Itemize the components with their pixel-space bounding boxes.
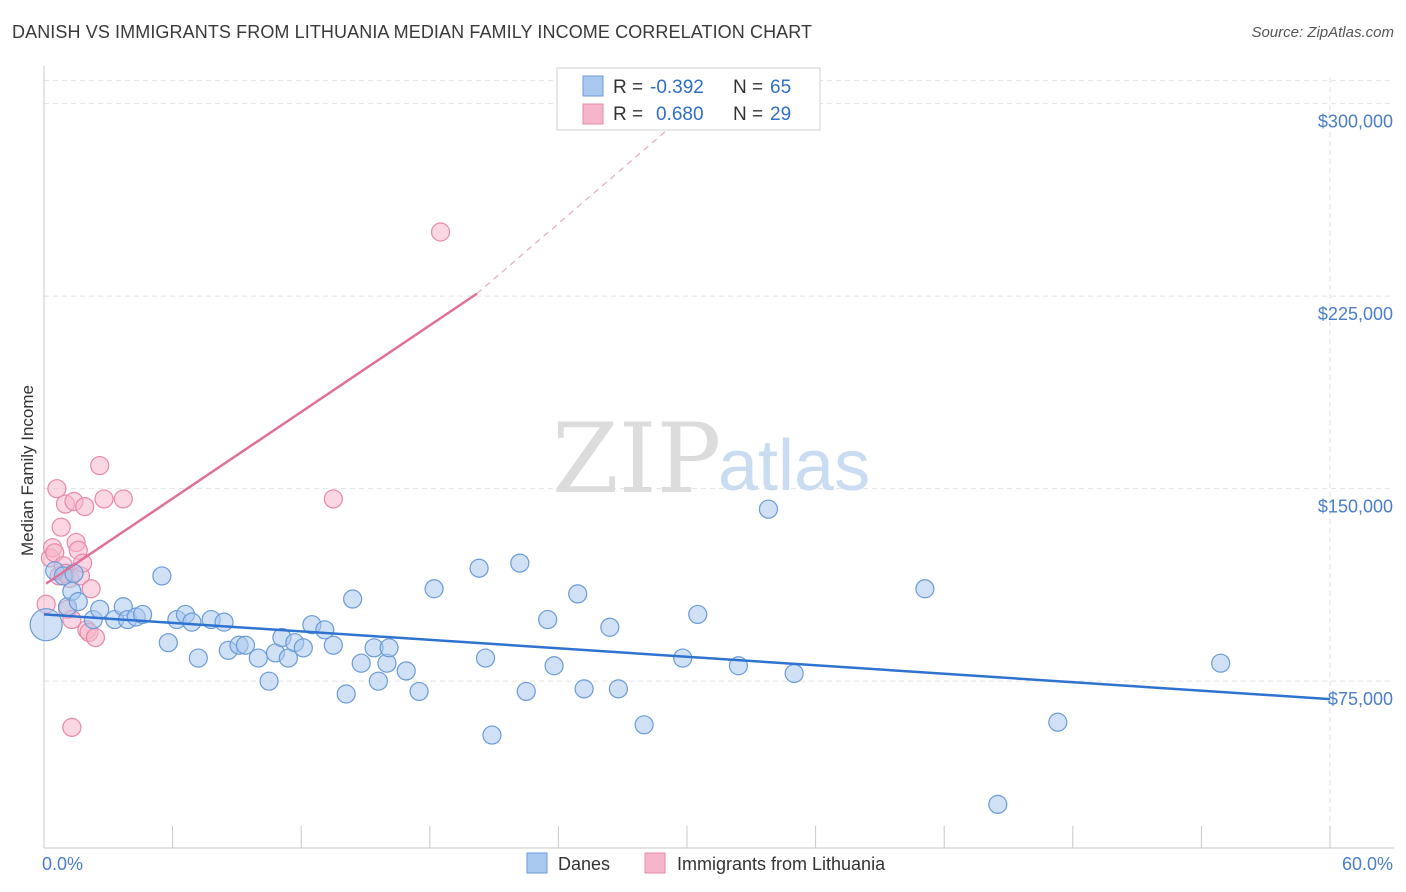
- point-danes-26: [259, 671, 279, 691]
- point-danes-35: [336, 684, 356, 704]
- series-danes-points: [29, 499, 1231, 814]
- point-danes-37: [351, 653, 371, 673]
- series-legend-swatch-danes: [526, 852, 548, 874]
- grid-lines: [44, 78, 1392, 848]
- point-lithuania-6: [51, 517, 71, 537]
- point-danes-36: [343, 589, 363, 609]
- trend-line-lithuania-extension: [476, 103, 699, 295]
- point-danes-14: [152, 566, 172, 586]
- point-danes-60: [758, 499, 779, 519]
- x-tick-label-1: 60.0%: [1342, 854, 1393, 874]
- point-danes-24: [235, 635, 256, 655]
- x-tick-label-0: 0.0%: [42, 854, 83, 874]
- legend-r-label-danes: R =: [613, 77, 643, 98]
- stats-legend: R = -0.392 N = 65 R = 0.680 N = 29: [556, 67, 821, 131]
- point-danes-65: [1211, 653, 1231, 673]
- legend-swatch-danes: [582, 75, 604, 97]
- point-danes-64: [1048, 712, 1068, 732]
- point-danes-54: [600, 617, 620, 637]
- trend-line-danes: [43, 613, 1331, 701]
- y-axis-label: Median Family Income: [18, 385, 37, 556]
- legend-r-label-lithuania: R =: [613, 104, 643, 125]
- point-danes-53: [574, 679, 594, 699]
- point-danes-5: [64, 563, 84, 583]
- point-danes-58: [688, 604, 708, 625]
- chart-source: Source: ZipAtlas.com: [1251, 24, 1394, 41]
- point-danes-21: [214, 612, 234, 632]
- point-danes-55: [608, 679, 629, 699]
- point-danes-6: [68, 591, 88, 612]
- point-danes-48: [510, 553, 530, 573]
- point-danes-34: [323, 635, 343, 655]
- legend-n-label-lithuania: N =: [733, 104, 763, 125]
- point-danes-18: [182, 612, 202, 632]
- y-tick-label-0: $75,000: [1328, 689, 1393, 709]
- point-danes-63: [988, 794, 1008, 814]
- point-lithuania-13: [62, 717, 82, 737]
- point-danes-52: [568, 584, 588, 604]
- point-lithuania-23: [85, 627, 106, 648]
- point-danes-61: [784, 663, 804, 684]
- y-tick-labels: $75,000 $150,000 $225,000 $300,000: [1318, 112, 1393, 710]
- legend-swatch-lithuania: [582, 103, 604, 125]
- legend-r-value-lithuania: 0.680: [656, 104, 704, 125]
- legend-r-value-danes: -0.392: [650, 77, 704, 98]
- point-danes-13: [132, 604, 153, 625]
- point-danes-41: [379, 638, 399, 658]
- point-lithuania-4: [47, 479, 67, 499]
- point-danes-44: [424, 579, 444, 599]
- point-lithuania-25: [94, 489, 114, 509]
- chart-title: DANISH VS IMMIGRANTS FROM LITHUANIA MEDI…: [12, 22, 813, 42]
- point-lithuania-19: [75, 497, 95, 517]
- series-legend-label-lithuania: Immigrants from Lithuania: [677, 854, 886, 874]
- point-danes-46: [475, 648, 496, 668]
- legend-n-value-lithuania: 29: [770, 104, 791, 125]
- point-danes-39: [368, 671, 388, 691]
- point-lithuania-26: [113, 489, 133, 509]
- watermark-atlas: atlas: [718, 426, 870, 506]
- point-danes-31: [293, 638, 313, 658]
- y-tick-label-3: $300,000: [1318, 112, 1393, 132]
- x-tick-labels: 0.0% 60.0%: [42, 854, 1393, 874]
- point-lithuania-22: [81, 579, 101, 599]
- point-danes-43: [409, 681, 429, 702]
- point-danes-15: [158, 633, 178, 653]
- watermark: ZIP atlas: [552, 403, 870, 515]
- legend-n-value-danes: 65: [770, 77, 791, 98]
- axes: [43, 66, 1394, 849]
- series-legend-swatch-lithuania: [644, 852, 666, 874]
- y-tick-label-1: $150,000: [1318, 497, 1393, 517]
- point-danes-47: [482, 725, 502, 745]
- point-danes-49: [516, 681, 536, 702]
- point-danes-51: [544, 656, 564, 676]
- point-danes-19: [188, 648, 208, 668]
- legend-n-label-danes: N =: [733, 77, 763, 98]
- point-danes-62: [915, 579, 935, 599]
- point-danes-0: [29, 608, 63, 642]
- point-danes-56: [634, 715, 654, 735]
- point-lithuania-24: [90, 455, 110, 476]
- point-lithuania-28: [430, 222, 451, 242]
- point-danes-45: [469, 558, 489, 578]
- series-legend-label-danes: Danes: [558, 854, 610, 874]
- trend-line-lithuania: [45, 292, 478, 585]
- series-legend: Danes Immigrants from Lithuania: [526, 852, 886, 874]
- trend-lines: [43, 103, 1331, 701]
- point-danes-25: [248, 648, 268, 668]
- y-tick-label-2: $225,000: [1318, 304, 1393, 324]
- point-danes-50: [538, 609, 558, 630]
- watermark-zip: ZIP: [552, 403, 721, 515]
- point-danes-42: [396, 661, 416, 681]
- point-lithuania-27: [323, 489, 343, 509]
